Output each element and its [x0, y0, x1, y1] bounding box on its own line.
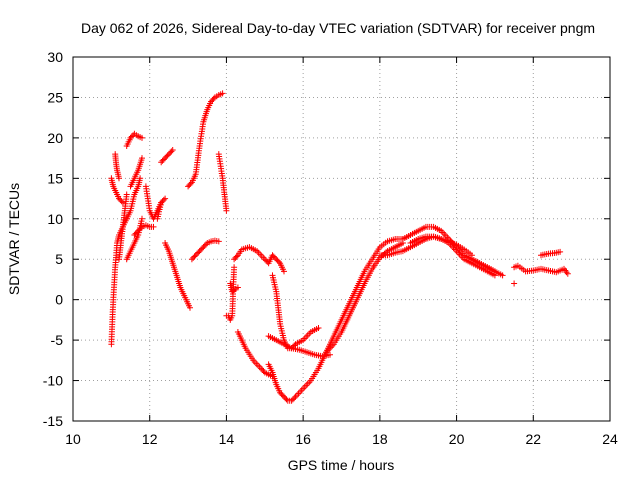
data-point-markers	[185, 90, 226, 190]
series-s29	[511, 262, 571, 277]
data-point-markers	[511, 280, 518, 287]
x-tick-label: 14	[219, 431, 235, 447]
x-tick-label: 22	[525, 431, 541, 447]
x-tick-label: 18	[372, 431, 388, 447]
data-point-markers	[265, 236, 406, 404]
grid-lines	[73, 57, 610, 421]
x-axis-label: GPS time / hours	[288, 457, 395, 473]
series-s13	[162, 240, 193, 311]
data-point-markers	[538, 248, 564, 259]
data-point-markers	[127, 155, 145, 190]
data-point-markers	[234, 329, 276, 380]
series-s1	[108, 175, 126, 206]
data-point-markers	[108, 175, 126, 206]
data-point-markers	[511, 262, 571, 277]
series-s23	[265, 236, 406, 404]
y-tick-label: 5	[55, 251, 63, 267]
data-point-markers	[323, 240, 406, 356]
series-s3	[108, 215, 130, 348]
series-s27	[407, 233, 475, 259]
data-point-markers	[154, 195, 169, 222]
y-tick-label: 10	[47, 211, 63, 227]
chart-title: Day 062 of 2026, Sidereal Day-to-day VTE…	[81, 20, 595, 36]
data-point-markers	[223, 264, 238, 323]
data-point-markers	[188, 237, 222, 263]
x-tick-label: 10	[65, 431, 81, 447]
data-point-markers	[108, 215, 130, 348]
series-s31	[511, 280, 518, 287]
x-tick-label: 16	[295, 431, 311, 447]
series-s7	[123, 130, 145, 149]
data-point-markers	[407, 233, 475, 259]
series-s30	[538, 248, 564, 259]
series-s2	[112, 151, 122, 182]
series-s11	[154, 195, 169, 222]
series-s14	[188, 237, 222, 263]
data-point-markers	[123, 130, 145, 149]
x-tick-label: 24	[602, 431, 618, 447]
data-point-markers	[468, 256, 506, 279]
y-tick-label: 15	[47, 170, 63, 186]
y-tick-label: -5	[51, 332, 64, 348]
plot-frame	[72, 56, 611, 422]
y-tick-label: -15	[43, 413, 63, 429]
series-s15	[185, 90, 226, 190]
series-s20	[234, 329, 276, 380]
series-s16	[215, 151, 230, 214]
y-tick-label: 25	[47, 89, 63, 105]
y-tick-label: 0	[55, 292, 63, 308]
tick-labels: 10 12 14 16 18 20 22 24 -15 -10 -5 0 5 10 15 20 25 30	[43, 49, 618, 447]
data-point-markers	[215, 151, 230, 214]
data-point-markers	[112, 151, 122, 182]
data-point-markers	[162, 240, 193, 311]
series-s9	[131, 222, 157, 238]
data-point-markers	[131, 222, 157, 238]
y-axis-label: SDTVAR / TECUs	[6, 183, 22, 295]
y-tick-label: 30	[47, 49, 63, 65]
series-s24	[323, 240, 406, 356]
series-s4	[116, 191, 130, 263]
axis-ticks	[72, 56, 611, 422]
series-s8	[127, 155, 145, 190]
series-s12	[158, 147, 176, 166]
x-tick-label: 12	[142, 431, 158, 447]
series-s19	[231, 244, 287, 275]
data-points	[108, 90, 571, 404]
series-s5	[123, 175, 144, 222]
data-point-markers	[227, 280, 241, 295]
x-tick-label: 20	[449, 431, 465, 447]
data-point-markers	[116, 191, 130, 263]
data-point-markers	[123, 175, 144, 222]
series-s18	[227, 280, 241, 295]
series-s17	[223, 264, 238, 323]
y-tick-label: -10	[43, 373, 63, 389]
y-tick-label: 20	[47, 130, 63, 146]
data-point-markers	[158, 147, 176, 166]
data-point-markers	[231, 244, 287, 275]
series-s28	[468, 256, 506, 279]
